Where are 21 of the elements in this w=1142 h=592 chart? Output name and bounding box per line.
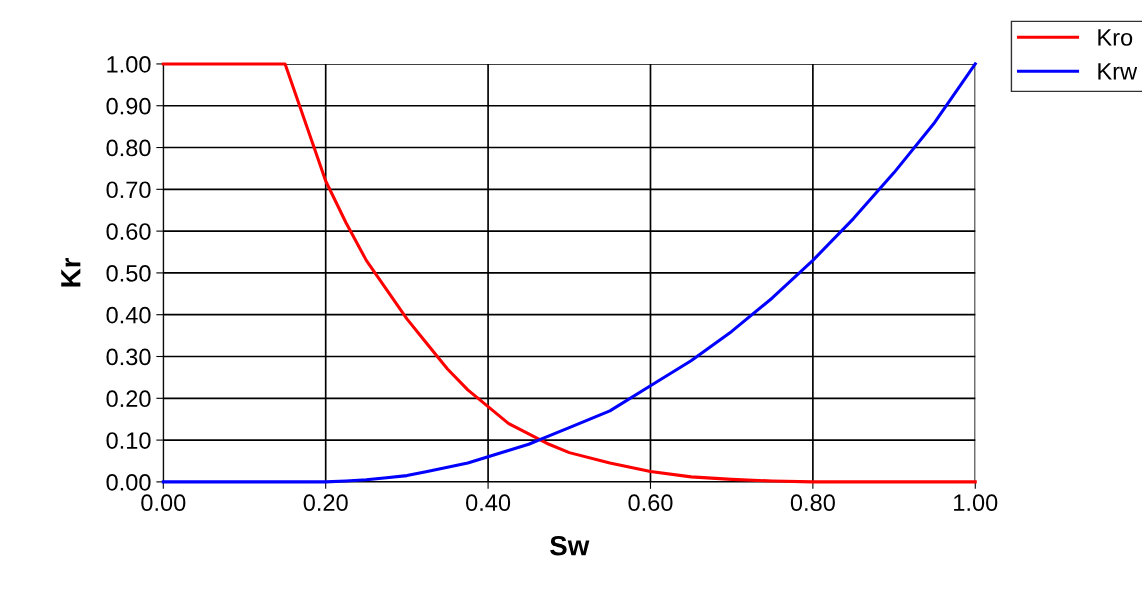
y-axis-title: Kr: [61, 257, 81, 287]
x-tick-label: 0.40: [466, 494, 511, 512]
x-tick-label: 0.60: [628, 494, 673, 512]
x-tick-label: 1.00: [954, 494, 998, 512]
x-tick-label: 0.00: [141, 494, 186, 512]
y-tick-label: 0.90: [106, 97, 151, 115]
y-tick-label: 1.00: [107, 56, 151, 73]
y-tick-label: 0.60: [106, 223, 151, 240]
legend-label: Krw: [1098, 63, 1138, 80]
x-tick-label: 0.20: [303, 494, 348, 512]
y-tick-label: 0.50: [106, 264, 151, 282]
y-tick-label: 0.30: [106, 348, 151, 366]
y-tick-label: 0.00: [106, 473, 151, 491]
y-tick-label: 0.20: [106, 390, 151, 408]
y-tick-label: 0.10: [106, 432, 151, 449]
y-tick-label: 0.70: [106, 181, 151, 199]
y-tick-label: 0.40: [106, 306, 151, 324]
legend-label: Kro: [1098, 29, 1133, 46]
x-tick-label: 0.80: [790, 494, 835, 512]
y-tick-label: 0.80: [106, 139, 151, 157]
x-axis-title: Sw: [550, 535, 590, 556]
